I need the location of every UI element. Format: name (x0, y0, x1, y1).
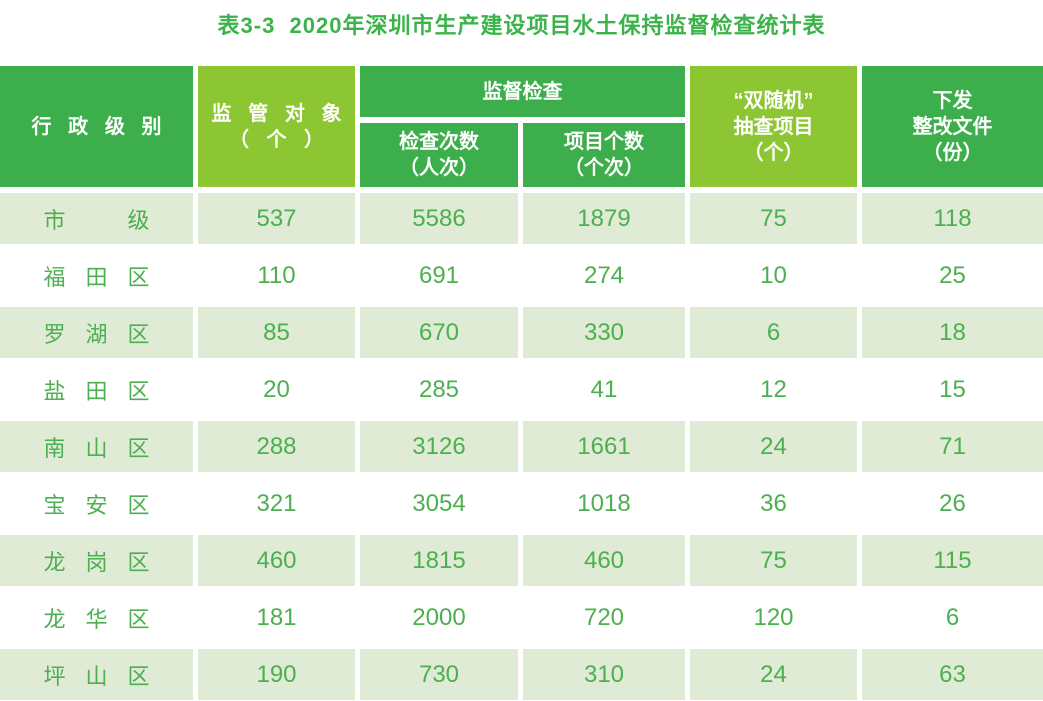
cell-rectification-docs: 71 (862, 421, 1043, 472)
header-supervision-objects-unit: （个） (229, 128, 324, 151)
header-project-count: 项目个数 （个次） (523, 123, 685, 187)
cell-rectification-docs: 63 (862, 649, 1043, 700)
header-admin-level: 行政级别 (0, 66, 193, 187)
header-inspection-group-label: 监督检查 (482, 80, 563, 103)
cell-inspection-times: 1815 (360, 535, 518, 586)
table-title: 表3-3 2020年深圳市生产建设项目水土保持监督检查统计表 (217, 13, 826, 38)
header-double-random-line2: 抽查项目 (733, 115, 814, 138)
row-label: 罗湖区 (43, 321, 150, 347)
row-label-cell: 南山区 (0, 421, 193, 472)
header-supervision-objects-line1: 监管对象 (211, 102, 342, 125)
cell-supervision-objects: 288 (198, 421, 355, 472)
header-rectification-line2: 整改文件 (912, 115, 993, 138)
cell-inspection-times: 3126 (360, 421, 518, 472)
row-label-cell: 盐田区 (0, 364, 193, 415)
header-inspection-times-unit: （人次） (399, 157, 479, 179)
header-inspection-times: 检查次数 （人次） (360, 123, 518, 187)
row-label: 盐田区 (43, 378, 150, 404)
cell-supervision-objects: 537 (198, 193, 355, 244)
cell-project-count: 330 (523, 307, 685, 358)
cell-rectification-docs: 18 (862, 307, 1043, 358)
cell-inspection-times: 691 (360, 250, 518, 301)
cell-project-count: 1661 (523, 421, 685, 472)
header-double-random-line1: “双随机” (733, 89, 814, 112)
cell-rectification-docs: 25 (862, 250, 1043, 301)
cell-double-random: 24 (690, 421, 857, 472)
header-rectification-line1: 下发 (932, 89, 973, 112)
cell-double-random: 10 (690, 250, 857, 301)
row-label-cell: 坪山区 (0, 649, 193, 700)
cell-supervision-objects: 110 (198, 250, 355, 301)
cell-project-count: 274 (523, 250, 685, 301)
row-label: 坪山区 (43, 663, 150, 689)
row-label-cell: 宝安区 (0, 478, 193, 529)
cell-supervision-objects: 321 (198, 478, 355, 529)
header-admin-level-label: 行政级别 (31, 115, 162, 138)
cell-rectification-docs: 118 (862, 193, 1043, 244)
header-supervision-objects: 监管对象 （个） (198, 66, 355, 187)
row-label: 龙华区 (43, 606, 150, 632)
cell-project-count: 1018 (523, 478, 685, 529)
header-double-random-unit: （个） (743, 141, 804, 164)
row-label-cell: 龙岗区 (0, 535, 193, 586)
row-label-cell: 市级 (0, 193, 193, 244)
cell-double-random: 12 (690, 364, 857, 415)
cell-supervision-objects: 181 (198, 592, 355, 643)
row-label: 龙岗区 (43, 549, 150, 575)
cell-inspection-times: 285 (360, 364, 518, 415)
cell-double-random: 120 (690, 592, 857, 643)
cell-project-count: 41 (523, 364, 685, 415)
cell-inspection-times: 730 (360, 649, 518, 700)
cell-project-count: 720 (523, 592, 685, 643)
cell-inspection-times: 3054 (360, 478, 518, 529)
row-label: 福田区 (43, 264, 150, 290)
cell-project-count: 460 (523, 535, 685, 586)
cell-project-count: 310 (523, 649, 685, 700)
cell-rectification-docs: 6 (862, 592, 1043, 643)
cell-double-random: 36 (690, 478, 857, 529)
row-label: 市级 (43, 207, 150, 233)
cell-rectification-docs: 15 (862, 364, 1043, 415)
cell-supervision-objects: 190 (198, 649, 355, 700)
cell-double-random: 75 (690, 193, 857, 244)
cell-supervision-objects: 85 (198, 307, 355, 358)
header-inspection-times-line1: 检查次数 (399, 131, 479, 153)
header-project-count-unit: （个次） (564, 157, 644, 179)
cell-inspection-times: 670 (360, 307, 518, 358)
cell-double-random: 24 (690, 649, 857, 700)
cell-inspection-times: 2000 (360, 592, 518, 643)
header-inspection-group: 监督检查 (360, 66, 685, 117)
row-label-cell: 龙华区 (0, 592, 193, 643)
cell-supervision-objects: 460 (198, 535, 355, 586)
header-project-count-line1: 项目个数 (564, 131, 644, 153)
cell-rectification-docs: 26 (862, 478, 1043, 529)
header-rectification-unit: （份） (922, 141, 983, 164)
cell-rectification-docs: 115 (862, 535, 1043, 586)
cell-supervision-objects: 20 (198, 364, 355, 415)
cell-double-random: 75 (690, 535, 857, 586)
row-label-cell: 罗湖区 (0, 307, 193, 358)
row-label: 宝安区 (43, 492, 150, 518)
row-label: 南山区 (43, 435, 150, 461)
statistics-table: 行政级别 监管对象 （个） 监督检查 检查次数 （人次） 项目个数 （个次） “… (0, 66, 1043, 700)
header-double-random: “双随机” 抽查项目 （个） (690, 66, 857, 187)
cell-inspection-times: 5586 (360, 193, 518, 244)
row-label-cell: 福田区 (0, 250, 193, 301)
cell-project-count: 1879 (523, 193, 685, 244)
cell-double-random: 6 (690, 307, 857, 358)
header-rectification-docs: 下发 整改文件 （份） (862, 66, 1043, 187)
